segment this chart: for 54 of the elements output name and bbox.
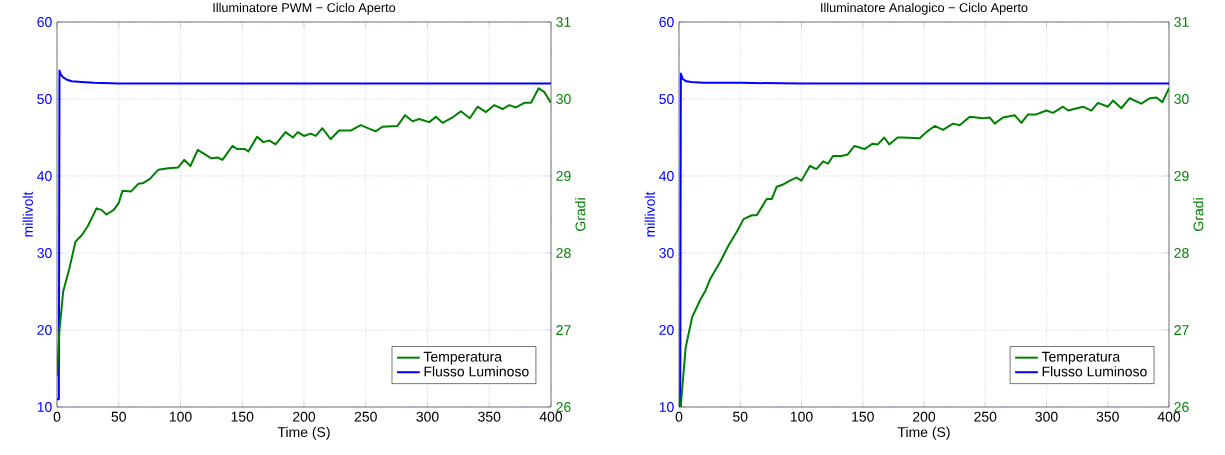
- x-tick-label: 350: [478, 411, 501, 422]
- y-axis-title: millivolt: [22, 191, 33, 237]
- y2-axis-title: Gradi: [1193, 198, 1204, 231]
- x-tick-label: 400: [539, 411, 563, 422]
- x-tick-label: 300: [1035, 411, 1058, 422]
- y2-tick-label: 29: [1174, 171, 1189, 181]
- y-tick-label: 50: [37, 94, 52, 104]
- y-tick-label: 20: [659, 325, 674, 335]
- x-tick-label: 350: [1096, 411, 1119, 422]
- x-axis-title: Time (S): [897, 426, 950, 440]
- y2-tick-label: 30: [556, 94, 571, 104]
- x-tick-label: 150: [231, 411, 254, 422]
- x-tick-label: 50: [733, 411, 748, 422]
- y-tick-label: 50: [659, 94, 674, 104]
- x-tick-label: 50: [111, 411, 126, 422]
- y-tick-label: 40: [37, 171, 52, 181]
- y2-tick-label: 27: [1174, 325, 1189, 335]
- y2-tick-label: 28: [1174, 248, 1189, 258]
- y-tick-label: 30: [37, 248, 52, 258]
- y2-tick-label: 31: [1174, 17, 1189, 27]
- x-tick-label: 150: [852, 411, 874, 422]
- y2-tick-label: 26: [1174, 402, 1189, 412]
- legend-label: Temperatura: [423, 351, 503, 365]
- y-tick-label: 10: [37, 402, 52, 412]
- y-tick-label: 60: [37, 17, 52, 27]
- y2-tick-label: 27: [556, 325, 571, 335]
- x-tick-label: 0: [53, 411, 61, 422]
- y-tick-label: 20: [37, 325, 52, 335]
- y2-axis-title: Gradi: [575, 198, 586, 231]
- x-tick-label: 100: [169, 411, 192, 422]
- legend-label: Temperatura: [1041, 351, 1121, 365]
- x-tick-label: 0: [675, 411, 683, 422]
- x-axis-title: Time (S): [277, 426, 330, 440]
- x-tick-label: 200: [293, 411, 316, 422]
- x-tick-label: 250: [974, 411, 997, 422]
- y-tick-label: 30: [659, 248, 674, 258]
- y-tick-label: 10: [659, 402, 674, 412]
- x-tick-label: 300: [416, 411, 439, 422]
- legend-label: Flusso Luminoso: [1042, 366, 1147, 377]
- x-tick-label: 400: [1157, 411, 1181, 422]
- chart-title: Illuminatore Analogico − Ciclo Aperto: [821, 2, 1028, 15]
- y2-tick-label: 30: [1174, 94, 1189, 104]
- y2-tick-label: 28: [556, 248, 571, 258]
- x-tick-label: 250: [354, 411, 377, 422]
- y-tick-label: 40: [659, 171, 674, 181]
- y2-tick-label: 29: [556, 171, 571, 181]
- y-axis-title: millivolt: [644, 191, 655, 237]
- y-tick-label: 60: [659, 17, 674, 27]
- x-tick-label: 100: [790, 411, 813, 422]
- y2-tick-label: 31: [556, 17, 571, 27]
- x-tick-label: 200: [913, 411, 936, 422]
- legend-label: Flusso Luminoso: [424, 366, 529, 377]
- y2-tick-label: 26: [556, 402, 571, 412]
- chart-title: Illuminatore PWM − Ciclo Aperto: [213, 2, 396, 15]
